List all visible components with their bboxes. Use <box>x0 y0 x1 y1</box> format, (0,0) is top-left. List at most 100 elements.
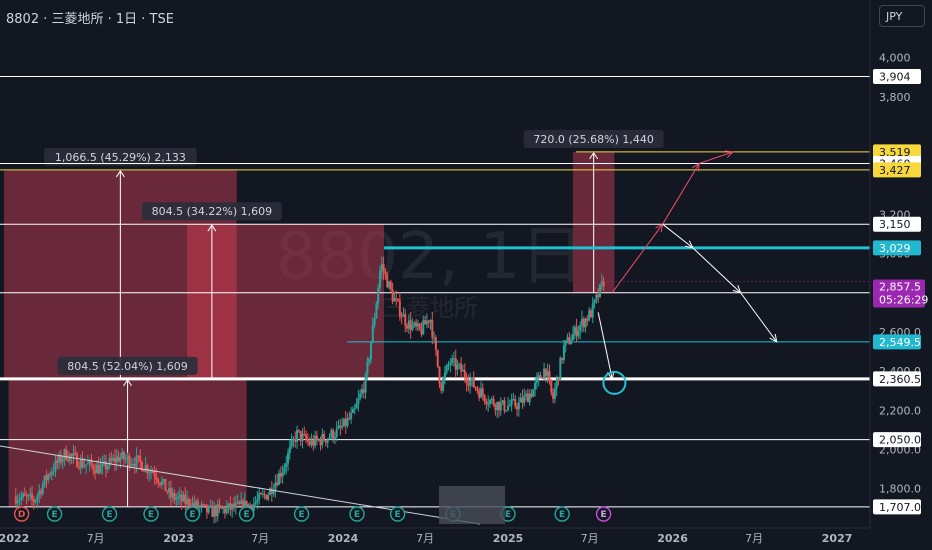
candle-body <box>276 482 279 485</box>
candle-body <box>431 320 434 338</box>
measure-label: 804.5 (34.22%) 1,609 <box>152 205 273 218</box>
price-tag-bg <box>873 432 921 448</box>
time-tick-label: 7月 <box>581 532 599 545</box>
candle-body <box>353 408 356 410</box>
measure-arrow-head <box>115 170 125 178</box>
event-marker <box>143 506 159 522</box>
candle-body <box>371 324 374 343</box>
price-tag-bg <box>873 240 921 256</box>
candle-body <box>153 472 156 477</box>
candle-body <box>530 393 533 397</box>
time-tick-label: 2025 <box>493 532 524 545</box>
price-tag-label: 3,427 <box>879 164 911 177</box>
candle-body <box>593 299 596 304</box>
candle-body <box>178 494 181 497</box>
price-tick-label: 2,200.0 <box>879 404 921 417</box>
candle-body <box>139 455 142 462</box>
candle-body <box>328 437 331 439</box>
candle-body <box>229 503 232 510</box>
event-marker-letter: E <box>106 510 112 520</box>
candle-body <box>85 464 88 466</box>
candle-body <box>131 464 134 466</box>
candle-body <box>214 507 217 517</box>
event-marker-letter: E <box>395 510 401 520</box>
measure-boxes: 1,066.5 (45.29%) 2,133 804.5 (34.22%) 1,6… <box>4 129 664 507</box>
candle-body <box>126 455 129 459</box>
candle-body <box>160 481 163 485</box>
time-tick-label: 2023 <box>163 532 194 545</box>
candle-body <box>357 398 360 404</box>
candle-body <box>52 471 55 473</box>
currency-button[interactable]: JPY <box>879 5 925 27</box>
candle-body <box>43 475 46 485</box>
price-tag-bg <box>873 162 921 178</box>
candle-body <box>144 465 147 472</box>
price-tag-label: 2,549.5 <box>879 336 921 349</box>
candle-body <box>481 388 484 396</box>
candle-body <box>216 504 219 517</box>
candle-body <box>478 390 481 398</box>
earnings-event-markers[interactable]: DEEEEEEEEEEEE <box>13 486 612 524</box>
candle-body <box>137 455 140 457</box>
candle-body <box>133 464 136 467</box>
candle-body <box>487 403 490 405</box>
candle-body <box>65 449 68 460</box>
candle-body <box>128 455 131 467</box>
candle-body <box>580 318 583 326</box>
candle-body <box>186 499 189 504</box>
candle-body <box>72 452 75 456</box>
measure-label-bg <box>44 147 197 166</box>
event-marker-letter: E <box>189 510 195 520</box>
candle-body <box>236 501 239 503</box>
countdown-label: 05:26:29 <box>879 293 928 306</box>
candle-body <box>425 320 428 325</box>
candle-body <box>546 371 549 377</box>
candle-body <box>121 452 124 458</box>
candle-body <box>162 478 165 482</box>
event-marker <box>101 506 118 522</box>
candle-body <box>523 395 526 404</box>
candle-body <box>406 325 409 329</box>
candle-body <box>341 426 344 428</box>
candle-body <box>355 403 358 409</box>
time-tick-label: 7月 <box>416 532 434 545</box>
candle-body <box>296 429 299 442</box>
price-tag-label: 2,360.5 <box>879 373 921 386</box>
candle-body <box>555 378 558 389</box>
candle-body <box>198 506 201 509</box>
candle-body <box>122 452 125 460</box>
price-tag-bg <box>873 499 921 515</box>
candle-body <box>532 389 535 397</box>
symbol-header[interactable]: 8802 · 三菱地所 · 1日 · TSE <box>6 12 174 27</box>
candle-body <box>366 361 369 375</box>
candle-body <box>279 473 282 477</box>
candle-body <box>552 392 555 399</box>
candle-body <box>305 434 308 440</box>
projection-up-head <box>724 150 735 158</box>
candle-body <box>452 358 455 360</box>
price-tag-bg <box>873 371 921 387</box>
candle-body <box>324 440 327 443</box>
price-tag-label: 3,904 <box>879 70 911 83</box>
candle-body <box>332 430 335 439</box>
candle-body <box>566 337 569 341</box>
candle-body <box>225 507 228 513</box>
projection-arrows <box>597 150 778 395</box>
candle-body <box>209 505 212 507</box>
price-axis[interactable]: 4,0003,8003,2003,0002,600.02,400.02,200.… <box>869 0 932 550</box>
candle-body <box>391 289 394 302</box>
candle-body <box>288 446 291 453</box>
candle-body <box>362 389 365 393</box>
candle-body <box>193 502 196 507</box>
candle-body <box>503 400 506 411</box>
candle-body <box>269 488 272 495</box>
candle-body <box>579 325 582 331</box>
candle-body <box>278 473 281 485</box>
candle-body <box>270 488 273 495</box>
time-axis[interactable]: 2022 7月 2023 7月 2024 7月 2025 7月 2026 7月 2027 <box>0 527 932 545</box>
candle-body <box>319 439 322 446</box>
candle-body <box>346 418 349 426</box>
candle-body <box>433 337 436 339</box>
candle-body <box>517 402 520 410</box>
